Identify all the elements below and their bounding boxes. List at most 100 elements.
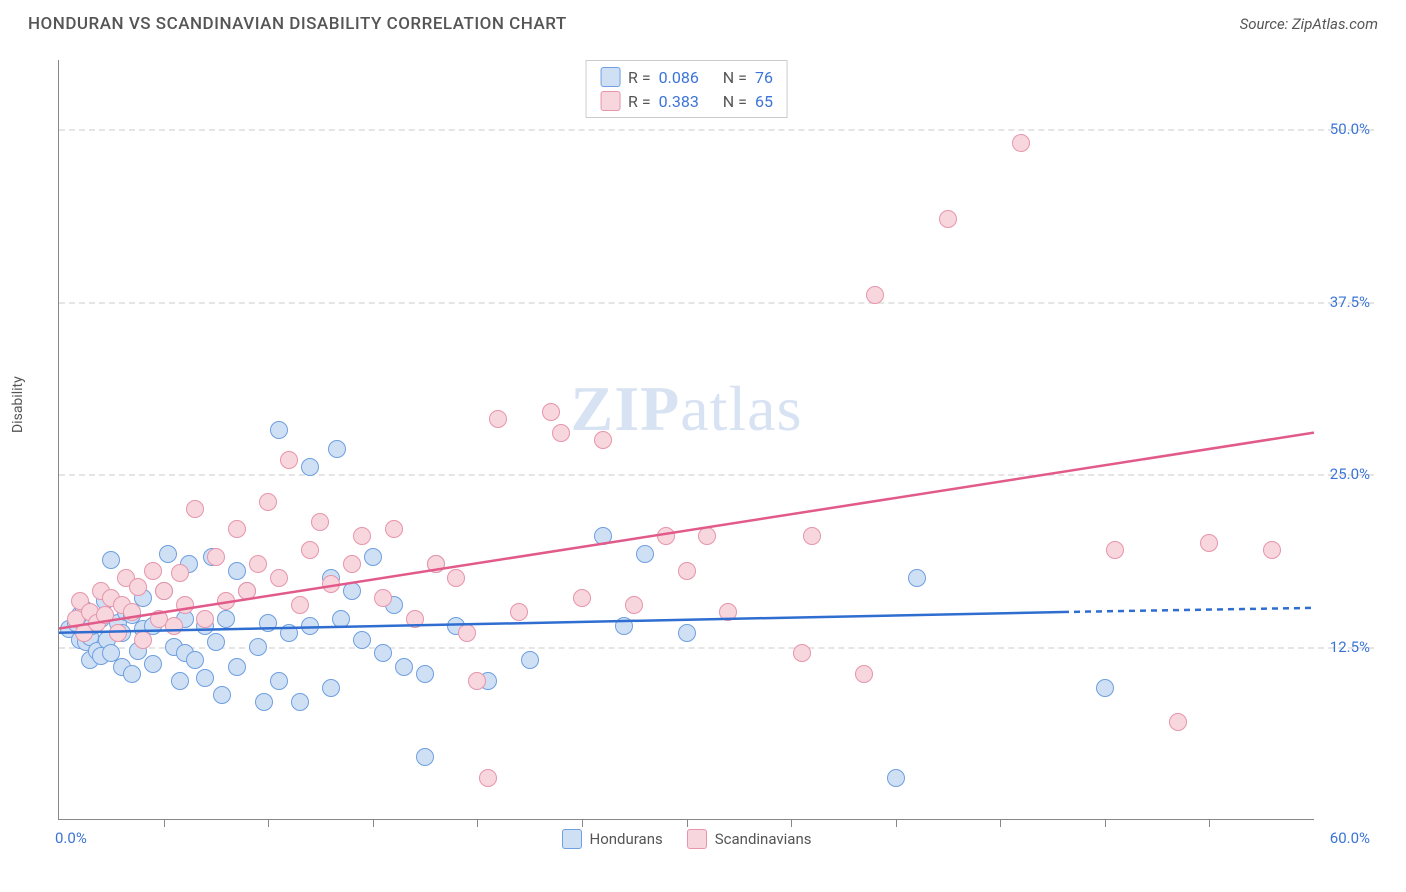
source-label: Source: ZipAtlas.com [1240,15,1378,33]
y-axis-label: Disability [10,376,26,433]
point-honduran [249,638,267,656]
point-honduran [213,686,231,704]
swatch-icon [600,91,620,111]
point-scandinavian [406,610,424,628]
swatch-icon [600,67,620,87]
series-legend: Hondurans Scandinavians [562,829,812,849]
point-scandinavian [458,624,476,642]
point-honduran [270,672,288,690]
point-scandinavian [165,617,183,635]
point-scandinavian [374,589,392,607]
point-honduran [615,617,633,635]
point-honduran [416,748,434,766]
point-scandinavian [552,424,570,442]
point-scandinavian [803,527,821,545]
x-minor-tick [164,819,165,827]
point-scandinavian [1012,134,1030,152]
point-scandinavian [594,431,612,449]
point-honduran [217,610,235,628]
point-scandinavian [510,603,528,621]
point-honduran [228,562,246,580]
point-honduran [159,545,177,563]
point-honduran [186,651,204,669]
point-scandinavian [109,624,127,642]
stats-legend: R = 0.086 N = 76 R = 0.383 N = 65 [585,60,788,118]
point-scandinavian [186,500,204,518]
point-scandinavian [625,596,643,614]
x-minor-tick [1000,819,1001,827]
legend-item-hondurans: Hondurans [562,829,663,849]
point-scandinavian [134,631,152,649]
point-honduran [343,582,361,600]
point-scandinavian [719,603,737,621]
point-honduran [301,458,319,476]
point-scandinavian [176,596,194,614]
point-honduran [123,665,141,683]
point-honduran [207,633,225,651]
y-tick-label: 37.5% [1330,293,1370,311]
point-honduran [908,569,926,587]
point-honduran [322,679,340,697]
legend-item-scandinavians: Scandinavians [687,829,812,849]
point-scandinavian [489,410,507,428]
point-scandinavian [657,527,675,545]
y-tick-label: 12.5% [1330,638,1370,656]
point-scandinavian [96,606,114,624]
chart-container: Disability ZIPatlas R = 0.086 N = 76 R =… [28,48,1378,862]
stats-row-hondurans: R = 0.086 N = 76 [600,65,773,89]
point-honduran [887,769,905,787]
x-minor-tick [1209,819,1210,827]
point-scandinavian [447,569,465,587]
point-scandinavian [793,644,811,662]
point-honduran [364,548,382,566]
point-scandinavian [270,569,288,587]
point-scandinavian [238,582,256,600]
x-minor-tick [791,819,792,827]
gridline [59,129,1374,131]
point-honduran [636,545,654,563]
point-honduran [374,644,392,662]
chart-title: HONDURAN VS SCANDINAVIAN DISABILITY CORR… [28,14,567,34]
point-honduran [144,655,162,673]
stats-row-scandinavians: R = 0.383 N = 65 [600,89,773,113]
point-scandinavian [385,520,403,538]
point-scandinavian [939,210,957,228]
point-honduran [171,672,189,690]
point-honduran [196,669,214,687]
point-scandinavian [123,603,141,621]
point-scandinavian [322,575,340,593]
point-honduran [521,651,539,669]
point-scandinavian [479,769,497,787]
point-scandinavian [259,493,277,511]
point-scandinavian [353,527,371,545]
point-scandinavian [280,451,298,469]
point-scandinavian [217,592,235,610]
gridline [59,302,1374,304]
point-honduran [291,693,309,711]
y-tick-label: 50.0% [1330,120,1370,138]
point-scandinavian [249,555,267,573]
x-tick-label: 60.0% [1330,829,1370,847]
point-scandinavian [144,562,162,580]
point-scandinavian [228,520,246,538]
point-honduran [395,658,413,676]
swatch-icon [562,829,582,849]
point-scandinavian [573,589,591,607]
x-minor-tick [477,819,478,827]
point-honduran [228,658,246,676]
point-scandinavian [343,555,361,573]
x-minor-tick [373,819,374,827]
point-honduran [416,665,434,683]
point-scandinavian [468,672,486,690]
x-minor-tick [687,819,688,827]
point-scandinavian [171,564,189,582]
point-scandinavian [1200,534,1218,552]
point-honduran [270,421,288,439]
point-honduran [328,440,346,458]
point-honduran [1096,679,1114,697]
point-scandinavian [542,403,560,421]
point-honduran [678,624,696,642]
point-scandinavian [855,665,873,683]
point-scandinavian [866,286,884,304]
point-scandinavian [311,513,329,531]
